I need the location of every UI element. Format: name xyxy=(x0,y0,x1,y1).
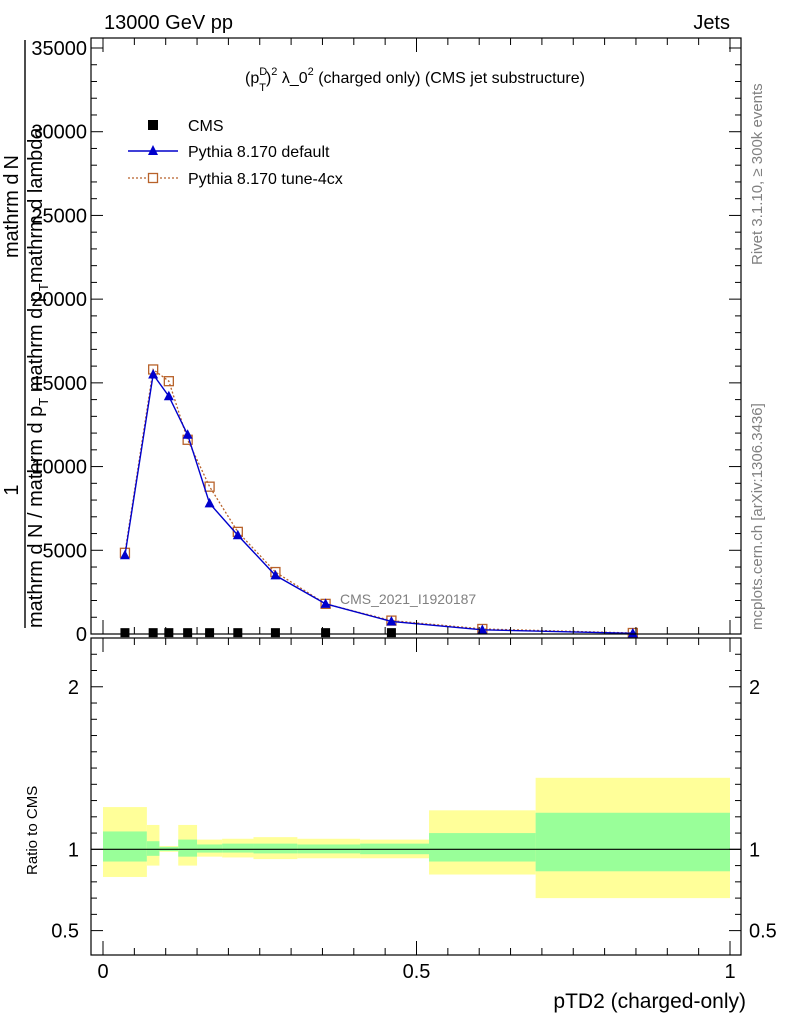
cms-point-8 xyxy=(386,628,396,638)
header-left: 13000 GeV pp xyxy=(104,12,233,34)
default-point-4 xyxy=(204,497,215,508)
x-tick-label-1: 0.5 xyxy=(403,961,431,983)
y-tick-label-6: 30000 xyxy=(31,122,87,144)
tune-line xyxy=(124,368,633,634)
ratio-band-inner-3 xyxy=(178,839,198,857)
cms-point-4 xyxy=(205,628,215,638)
default-point-7 xyxy=(320,598,331,608)
ratio-bands xyxy=(103,777,730,899)
y-tick-label-4: 20000 xyxy=(31,289,87,311)
default-point-8 xyxy=(386,615,397,626)
cms-point-0 xyxy=(120,628,130,638)
chart-title: (pD T)2 λ_02 (charged only) (CMS jet subs… xyxy=(245,66,585,94)
ratio-y-label: Ratio to CMS xyxy=(24,786,41,875)
cms-point-2 xyxy=(164,628,174,638)
legend: CMS Pythia 8.170 default Pythia 8.170 tune… xyxy=(128,118,343,188)
ratio-tick-label-left-2: 2 xyxy=(68,677,79,699)
y-label-numerator: 1 xyxy=(1,484,23,495)
ratio-tick-label-right-2: 2 xyxy=(749,677,760,699)
y-tick-label-7: 35000 xyxy=(31,38,87,60)
default-point-5 xyxy=(232,529,243,540)
ratio-band-inner-0 xyxy=(103,831,147,862)
y-axis-label: 1 mathrm dN mathrm d N / mathrm d pT mat… xyxy=(1,40,51,628)
legend-marker-default xyxy=(148,145,158,155)
tune-point-2 xyxy=(163,376,174,387)
y-tick-label-0: 0 xyxy=(76,624,87,646)
legend-marker-cms xyxy=(148,120,158,130)
cms-point-6 xyxy=(270,628,280,638)
header-right: Jets xyxy=(693,12,730,34)
y-label-bottom: mathrm d N / mathrm d pT mathrm d pTmath… xyxy=(25,127,51,628)
ratio-band-inner-6 xyxy=(253,843,298,854)
cms-point-7 xyxy=(321,628,331,638)
ratio-band-inner-9 xyxy=(429,833,536,862)
default-point-0 xyxy=(119,549,130,560)
legend-marker-tune xyxy=(147,172,159,184)
series-default xyxy=(119,368,638,638)
series-cms xyxy=(120,628,396,638)
x-tick-label-2: 1 xyxy=(724,961,735,983)
ratio-band-inner-10 xyxy=(535,812,730,872)
y-tick-label-3: 15000 xyxy=(31,373,87,395)
default-point-1 xyxy=(148,368,159,379)
axis-ticks: 0 5000 10000 15000 20000 25000 30000 35000 0 0.5 1… xyxy=(31,38,777,983)
default-point-10 xyxy=(627,627,638,638)
ratio-tick-label-left-1: 1 xyxy=(68,839,79,861)
cms-point-1 xyxy=(148,628,158,638)
ratio-tick-label-right-1: 1 xyxy=(749,839,760,861)
y-tick-label-2: 10000 xyxy=(31,457,87,479)
default-point-2 xyxy=(163,390,174,401)
ratio-tick-label-left-0: 0.5 xyxy=(51,921,79,943)
default-point-6 xyxy=(270,569,281,580)
x-tick-label-0: 0 xyxy=(97,961,108,983)
mcplots-label: mcplots.cern.ch [arXiv:1306.3436] xyxy=(749,403,766,630)
tune-point-4 xyxy=(204,481,215,492)
ratio-band-inner-5 xyxy=(222,843,254,853)
default-point-3 xyxy=(182,429,193,439)
legend-label-default: Pythia 8.170 default xyxy=(188,144,330,161)
rivet-label: Rivet 3.1.10, ≥ 300k events xyxy=(749,83,766,265)
legend-label-tune: Pythia 8.170 tune-4cx xyxy=(188,171,343,188)
default-point-9 xyxy=(477,624,488,634)
watermark: CMS_2021_I1920187 xyxy=(340,591,476,607)
cms-point-3 xyxy=(183,628,193,638)
cms-point-5 xyxy=(233,628,243,638)
y-tick-label-5: 25000 xyxy=(31,205,87,227)
ratio-band-inner-1 xyxy=(146,841,160,856)
legend-label-cms: CMS xyxy=(188,118,224,135)
ratio-band-inner-4 xyxy=(197,844,223,853)
y-label-top: mathrm dN xyxy=(1,155,23,258)
ratio-tick-label-right-0: 0.5 xyxy=(749,921,777,943)
x-axis-label: pTD2 (charged-only) xyxy=(553,990,746,1013)
y-tick-label-1: 5000 xyxy=(43,540,88,562)
